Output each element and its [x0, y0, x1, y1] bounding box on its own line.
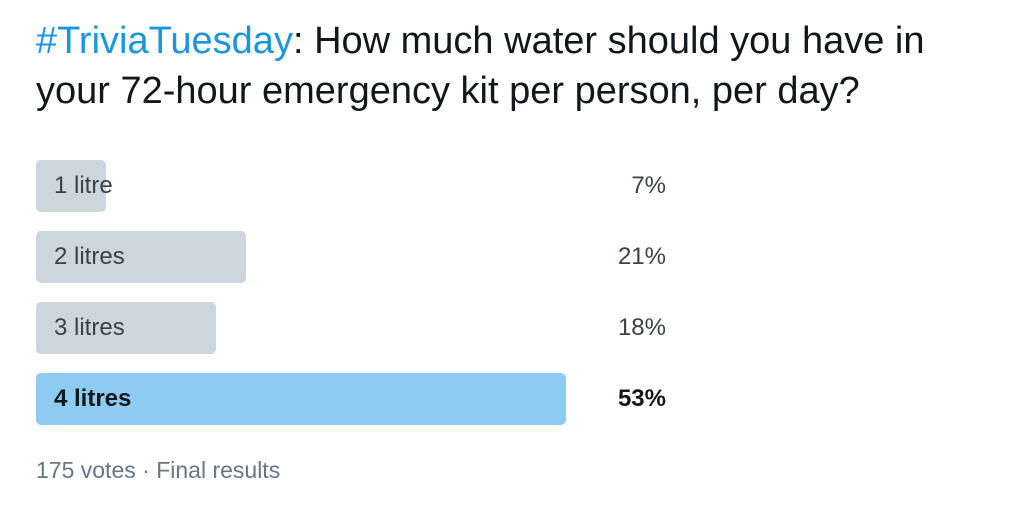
- poll-option-4-litres: 4 litres 53%: [36, 373, 676, 425]
- poll-question: #TriviaTuesday: How much water should yo…: [36, 16, 996, 116]
- hashtag-link[interactable]: #TriviaTuesday: [36, 20, 293, 62]
- poll-option-percent: 7%: [631, 172, 666, 199]
- poll-option-label: 1 litre: [54, 172, 113, 199]
- poll-option-3-litres: 3 litres 18%: [36, 302, 676, 354]
- poll-option-bar: [36, 231, 246, 283]
- vote-count: 175 votes: [36, 457, 136, 483]
- poll-footer: 175 votes · Final results: [36, 453, 280, 487]
- poll-option-bar: [36, 160, 106, 212]
- poll-option-label: 4 litres: [54, 385, 132, 412]
- question-text: : How much water should you have in your…: [36, 20, 925, 112]
- poll-options: 1 litre 7% 2 litres 21% 3 litres 18% 4 l…: [36, 160, 676, 444]
- poll-option-bar-winner: [36, 373, 566, 425]
- poll-option-1-litre: 1 litre 7%: [36, 160, 676, 212]
- poll-option-bar: [36, 302, 216, 354]
- poll-option-percent: 21%: [617, 243, 666, 270]
- separator-dot: ·: [142, 457, 150, 483]
- poll-option-label: 2 litres: [54, 243, 125, 270]
- poll-option-2-litres: 2 litres 21%: [36, 231, 676, 283]
- poll-status: Final results: [156, 457, 281, 483]
- poll-option-label: 3 litres: [54, 314, 125, 341]
- poll-option-percent: 53%: [617, 385, 666, 412]
- poll-option-percent: 18%: [617, 314, 666, 341]
